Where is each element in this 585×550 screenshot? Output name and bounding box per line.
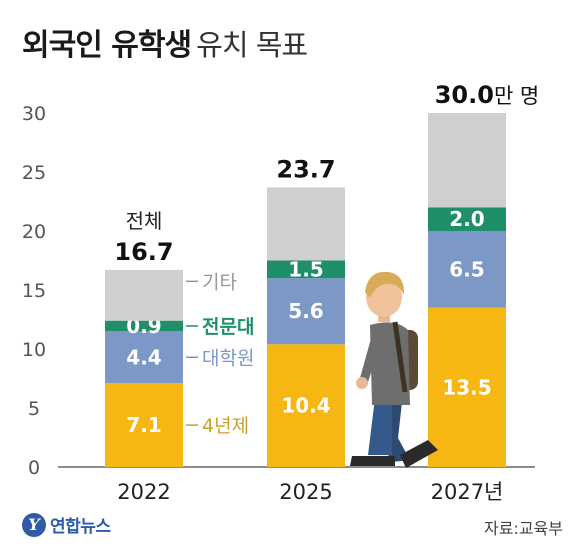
- title-light: 유치 목표: [196, 28, 308, 62]
- student-hair: [365, 271, 405, 298]
- source-text: 자료:교육부: [484, 519, 563, 538]
- bar-segment: [267, 187, 345, 261]
- y-tick-label: 10: [22, 339, 46, 361]
- y-tick-label: 5: [28, 398, 40, 420]
- bar-value-label: 6.5: [449, 257, 484, 281]
- bar-value-label: 13.5: [442, 375, 491, 399]
- bar-segment: [105, 269, 183, 321]
- bar-value-label: 5.6: [288, 299, 323, 323]
- y-tick-label: 25: [22, 162, 46, 184]
- yonhap-logo-text: 연합뉴스: [50, 517, 111, 537]
- total-value: 23.7: [276, 155, 335, 183]
- bar-value-label: 4.4: [126, 345, 161, 369]
- student-torso: [370, 322, 410, 405]
- student-strap: [392, 321, 408, 393]
- x-tick-label: 2022: [117, 480, 170, 504]
- bar-segment: [428, 207, 506, 231]
- bar-segment: [267, 278, 345, 345]
- total-value-label: 16.7: [114, 238, 173, 266]
- student-hand: [356, 377, 368, 389]
- x-tick-label: 2025: [279, 480, 332, 504]
- bar-segment: [428, 231, 506, 308]
- student-shoe-front: [350, 456, 395, 466]
- total-prefix-label: 전체: [126, 209, 163, 233]
- x-tick-label: 2027년: [431, 480, 504, 504]
- legend-label: 전문대: [202, 316, 254, 338]
- total-value: 30.0: [435, 81, 494, 109]
- bar-segment: [105, 320, 183, 332]
- legend-label: 대학원: [202, 347, 254, 369]
- yonhap-logo: Y 연합뉴스: [22, 512, 111, 537]
- chart-title: 외국인 유학생 유치 목표: [22, 20, 308, 64]
- y-tick-label: 0: [28, 457, 40, 479]
- legend-label: 기타: [202, 271, 237, 293]
- y-tick-label: 20: [22, 221, 46, 243]
- bar-segment: [105, 383, 183, 467]
- student-illustration: [350, 271, 438, 468]
- title-bold: 외국인 유학생: [22, 28, 192, 63]
- bar-value-label: 2.0: [449, 207, 484, 231]
- total-unit: 만 명: [494, 84, 539, 108]
- bar-value-label: 1.5: [288, 257, 323, 281]
- bar-segment: [267, 344, 345, 467]
- bar-segment: [105, 331, 183, 384]
- total-value-label: 30.0만 명: [435, 81, 540, 109]
- bar-value-label: 7.1: [126, 413, 161, 437]
- y-tick-label: 30: [22, 103, 46, 125]
- student-leg-front: [368, 398, 392, 455]
- student-arm: [360, 335, 382, 382]
- y-tick-label: 15: [22, 280, 46, 302]
- total-value-label: 23.7: [276, 155, 335, 183]
- yonhap-logo-icon: Y: [22, 512, 46, 537]
- student-shoe-back: [400, 440, 438, 468]
- bar-segment: [428, 307, 506, 467]
- bar-value-label: 10.4: [281, 394, 330, 418]
- bar-segment: [428, 113, 506, 208]
- total-value: 16.7: [114, 238, 173, 266]
- bar-segment: [267, 260, 345, 279]
- legend-label: 4년제: [202, 415, 249, 437]
